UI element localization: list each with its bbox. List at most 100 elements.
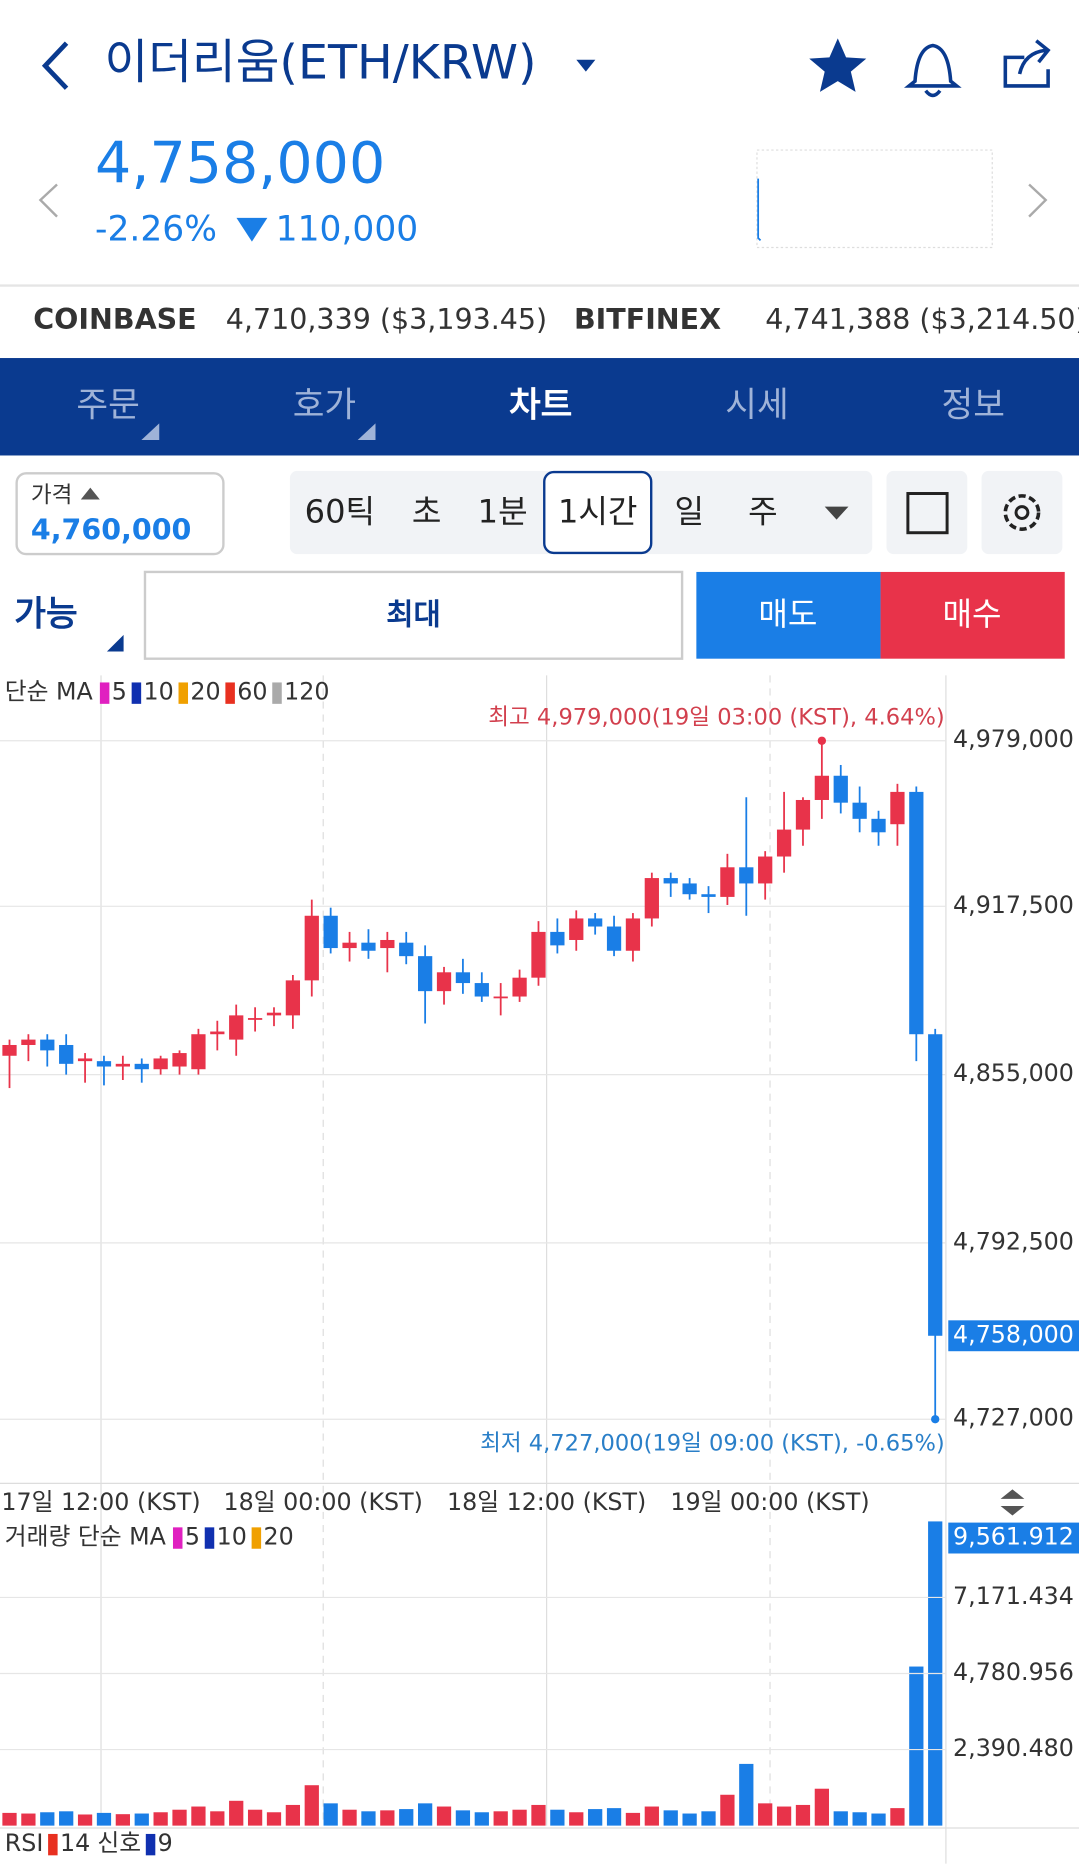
y-tick-label: 4,917,500 [953,891,1074,919]
candle-body [814,775,829,800]
volume-bar [720,1794,735,1826]
time-label: 18일 12:00 (KST) [447,1488,646,1516]
volume-bar [569,1812,584,1826]
tab[interactable]: 정보 [942,385,1005,425]
legend-item: 60 [237,678,267,706]
timeframe[interactable]: 60틱 [305,493,375,531]
candle-body [399,942,414,957]
volume-bar [701,1811,716,1826]
layout-button[interactable] [886,470,968,555]
prev-arrow[interactable] [38,183,58,218]
volume-bar [342,1809,357,1826]
candle-body [266,1012,282,1016]
legend-item: 신호 [97,1829,141,1857]
tab-corner [141,423,160,441]
back-button[interactable] [41,41,69,90]
dropdown-icon[interactable] [576,59,596,72]
time-label: 17일 12:00 (KST) [1,1488,200,1516]
sparkline-box [756,149,993,249]
candle-body [361,942,376,951]
volume-bar [59,1811,74,1826]
volume-bar [21,1813,36,1826]
tab[interactable]: 주문 [76,385,139,425]
sparkline [757,178,762,242]
volume-bar [588,1809,603,1826]
legend-item: 20 [190,678,220,706]
settings-button[interactable] [981,470,1063,555]
candle-body [40,1039,55,1051]
timeframe[interactable]: 1분 [478,493,528,531]
volume-bar [285,1804,301,1826]
down-triangle [236,217,268,242]
legend-item: 5 [185,1523,200,1551]
candle-body [795,799,811,830]
legend-swatch [131,682,142,704]
candle-body [493,996,508,999]
order-price: 4,760,000 [31,514,191,547]
volume-bar [77,1814,93,1826]
max-button[interactable] [143,570,684,660]
timeframe[interactable]: 일 [674,493,704,531]
candle-body [436,972,452,992]
favorite-icon[interactable] [809,38,867,92]
share-icon[interactable] [1003,39,1051,88]
timeframe[interactable]: 1시간 [558,493,637,531]
volume-bar [890,1808,905,1826]
volume-bar [399,1809,414,1826]
volume-bar [380,1810,395,1826]
time-label: 19일 00:00 (KST) [670,1488,869,1516]
current-volume-label: 9,561.912 [953,1523,1074,1551]
candle-body [304,915,319,981]
legend-item: 20 [263,1523,293,1551]
volume-tick-label: 2,390.480 [953,1734,1074,1762]
sell-button[interactable] [696,571,881,659]
legend-item: 120 [284,678,329,706]
legend-item: 10 [144,678,174,706]
volume-bar [512,1809,527,1826]
volume-bar [455,1810,471,1826]
volume-bar [682,1813,697,1826]
candle-body [59,1044,74,1064]
panel-resize-icon [1000,1489,1025,1516]
candle-body [153,1058,168,1070]
volume-bar [493,1811,508,1826]
change-abs: 110,000 [276,209,418,249]
coin-title[interactable]: 이더리움(ETH/KRW) [105,36,537,91]
legend-title: 거래량 단순 MA [5,1523,167,1551]
candle-body [550,931,565,946]
current-price: 4,758,000 [95,130,385,196]
candle-body [531,931,546,978]
volume-bar [229,1800,244,1826]
candle-body [210,1031,225,1035]
legend-swatch [99,682,110,704]
timeframe-more[interactable] [824,506,849,520]
volume-bar [776,1806,792,1826]
buy-button[interactable] [880,571,1065,659]
tab[interactable]: 시세 [725,385,788,425]
tab[interactable]: 호가 [293,385,356,425]
candle-body [776,829,792,857]
timeframe[interactable]: 초 [412,493,442,531]
max-label: 최대 [386,597,441,632]
volume-bar [550,1809,565,1826]
price-box[interactable] [15,472,225,556]
exchange-name: COINBASE [33,303,196,336]
legend-item: 10 [217,1523,247,1551]
volume-bar [852,1812,867,1826]
tab[interactable]: 차트 [509,385,572,425]
timeframe[interactable]: 주 [748,493,778,531]
tab-corner [357,423,376,441]
candle-body [852,802,867,819]
volume-tick-label: 4,780.956 [953,1658,1074,1686]
exchange-value: 4,741,388 ($3,214.50) [765,303,1079,336]
current-price-box [948,1320,1079,1352]
candle-body [758,856,773,884]
volume-bar [871,1813,886,1826]
volume-bar [134,1813,149,1826]
candle-body [871,818,886,833]
volume-bar [644,1806,659,1826]
low-note: 최저 4,727,000(19일 09:00 (KST), -0.65%) [480,1431,945,1457]
alert-icon[interactable] [903,43,962,98]
next-arrow[interactable] [1028,183,1048,218]
